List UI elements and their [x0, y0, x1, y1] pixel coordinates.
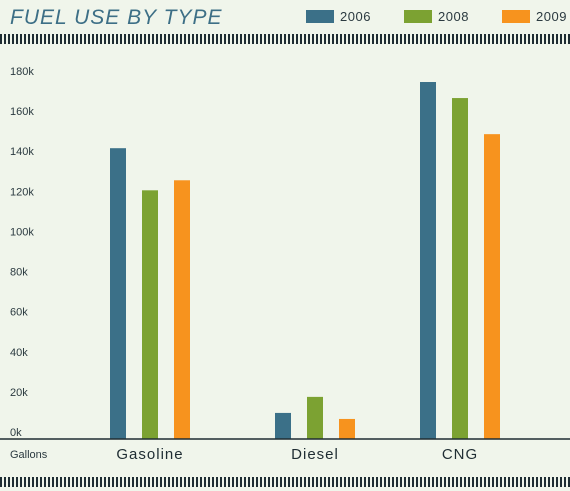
y-tick-label: 0k [10, 427, 22, 439]
bar-cng-2009 [484, 134, 500, 439]
category-label-cng: CNG [442, 446, 478, 463]
legend-item-2008: 2008 [404, 9, 469, 24]
top-stripe-divider [0, 34, 570, 44]
bar-diesel-2008 [307, 396, 323, 439]
chart-title: FUEL USE BY TYPE [10, 6, 223, 29]
bar-diesel-2009 [339, 418, 355, 439]
category-label-gasoline: Gasoline [116, 446, 183, 463]
bar-cng-2008 [452, 98, 468, 440]
y-tick-label: 40k [10, 347, 28, 359]
category-labels: Gasoline Diesel CNG [116, 446, 478, 463]
y-axis-unit-label: Gallons [10, 449, 48, 461]
legend-item-2009: 2009 [502, 9, 567, 24]
y-tick-label: 140k [10, 146, 34, 158]
legend-label-2009: 2009 [536, 9, 567, 24]
y-tick-label: 60k [10, 307, 28, 319]
y-tick-label: 120k [10, 186, 34, 198]
category-label-diesel: Diesel [291, 446, 339, 463]
bar-gasoline-2009 [174, 180, 190, 440]
bar-gasoline-2008 [142, 190, 158, 439]
y-tick-label: 100k [10, 226, 34, 238]
y-tick-label: 160k [10, 106, 34, 118]
legend-item-2006: 2006 [306, 9, 371, 24]
legend-swatch-2006 [306, 10, 334, 23]
legend-label-2006: 2006 [340, 9, 371, 24]
bar-cng-2006 [420, 82, 436, 439]
bars [110, 82, 500, 440]
y-axis-ticks: 0k 20k 40k 60k 80k 100k 120k 140k 160k 180k [10, 66, 34, 439]
y-tick-label: 80k [10, 267, 28, 279]
bottom-stripe-divider [0, 477, 570, 487]
y-tick-label: 20k [10, 387, 28, 399]
y-tick-label: 180k [10, 66, 34, 78]
legend: 2006 2008 2009 [0, 9, 570, 29]
legend-swatch-2008 [404, 10, 432, 23]
legend-swatch-2009 [502, 10, 530, 23]
bar-gasoline-2006 [110, 148, 126, 439]
bar-diesel-2006 [275, 412, 291, 439]
legend-label-2008: 2008 [438, 9, 469, 24]
